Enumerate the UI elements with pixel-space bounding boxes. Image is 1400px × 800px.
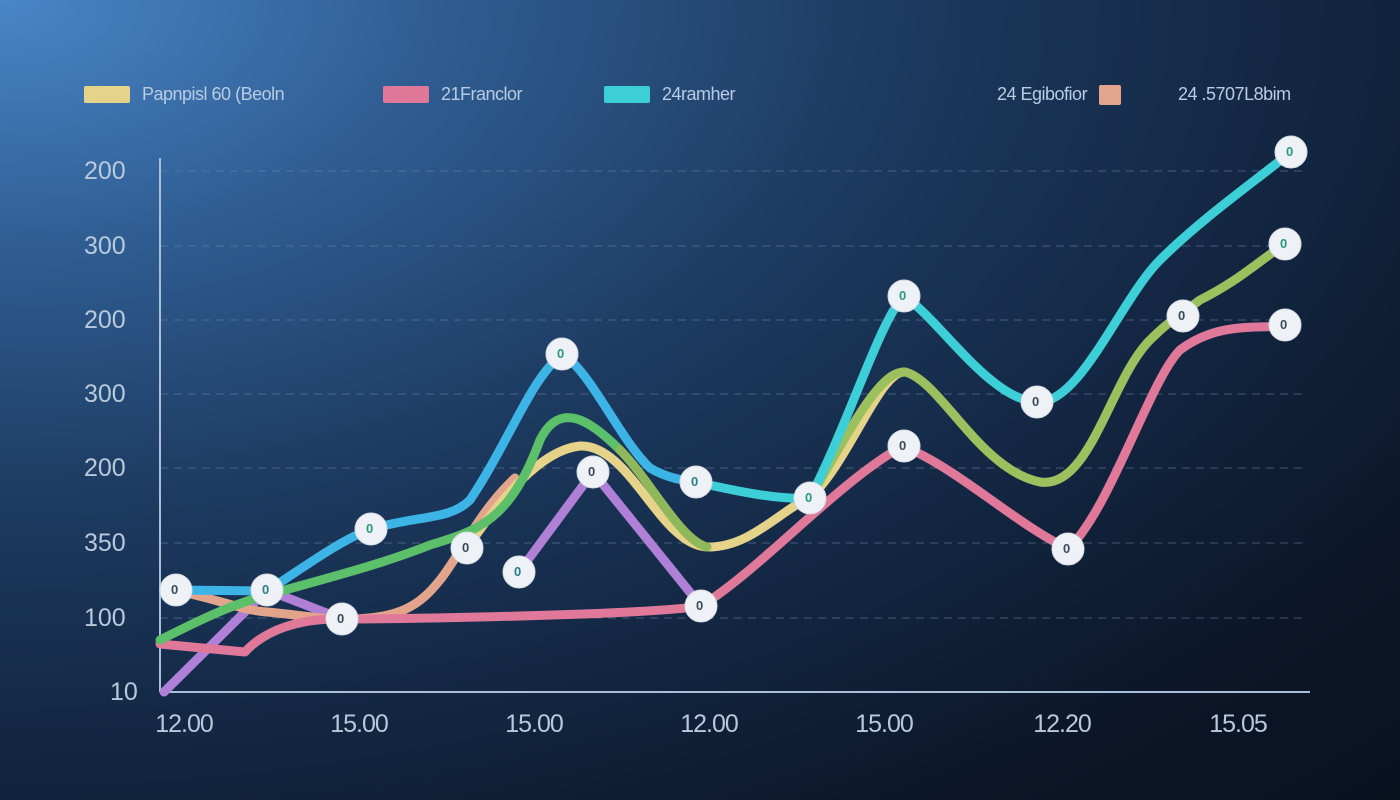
series-pink: [155, 320, 1290, 657]
y-tick-label: 10: [110, 678, 138, 706]
x-tick-label: 12.00: [155, 710, 214, 738]
data-point-marker: [1274, 135, 1308, 169]
data-point-marker: [684, 589, 718, 623]
series-green-2: [615, 445, 712, 552]
y-tick-label: 200: [84, 157, 126, 185]
data-point-marker: [545, 337, 579, 371]
data-point-marker: [450, 531, 484, 565]
legend-item-4[interactable]: 24 Egibofior: [997, 84, 1122, 105]
y-tick-label: 100: [84, 604, 126, 632]
legend-swatch-yellow: [84, 86, 130, 103]
legend-label: 24 .5707L8bim: [1178, 84, 1291, 104]
data-markers: [159, 135, 1308, 636]
legend-label: 24 Egibofior: [997, 84, 1088, 104]
x-tick-label: 15.00: [855, 710, 914, 738]
series-green: [155, 413, 625, 645]
x-tick-label: 12.00: [680, 710, 739, 738]
data-point-marker: [354, 512, 388, 546]
data-point-marker: [1268, 308, 1302, 342]
y-tick-label: 300: [84, 232, 126, 260]
legend-swatch-cyan: [604, 86, 650, 103]
data-point-marker: [1166, 299, 1200, 333]
x-tick-label: 15.00: [330, 710, 389, 738]
legend-item-1[interactable]: Papnpisl 60 (Beoln: [84, 84, 285, 105]
series-purple-mid: [514, 467, 706, 611]
data-point-marker: [250, 573, 284, 607]
data-point-marker: [1268, 227, 1302, 261]
series-olive: [805, 239, 1290, 503]
series-blue: [171, 349, 701, 596]
y-tick-label: 300: [84, 380, 126, 408]
x-tick-label: 15.05: [1209, 710, 1268, 738]
legend-label: Papnpisl 60 (Beoln: [142, 84, 285, 104]
x-tick-label: 12.20: [1033, 710, 1092, 738]
y-tick-label: 200: [84, 306, 126, 334]
data-point-marker: [887, 429, 921, 463]
legend-item-2[interactable]: 21Franclor: [383, 84, 523, 105]
y-tick-label: 350: [84, 529, 126, 557]
data-point-marker: [887, 279, 921, 313]
legend-label: 24ramher: [662, 84, 736, 104]
legend-swatch-pink: [383, 86, 429, 103]
series-cyan: [691, 147, 1296, 503]
y-tick-label: 200: [84, 454, 126, 482]
legend-item-5[interactable]: 24 .5707L8bim: [1178, 84, 1291, 105]
data-point-marker: [679, 465, 713, 499]
data-point-marker: [325, 602, 359, 636]
legend-item-3[interactable]: 24ramher: [604, 84, 736, 105]
data-point-marker: [159, 573, 193, 607]
x-tick-label: 15.00: [505, 710, 564, 738]
legend: Papnpisl 60 (Beoln 21Franclor 24ramher 2…: [0, 84, 1400, 110]
data-point-marker: [1051, 532, 1085, 566]
legend-label: 21Franclor: [441, 84, 523, 104]
data-point-marker: [576, 455, 610, 489]
data-point-marker: [502, 555, 536, 589]
data-point-marker: [1020, 385, 1054, 419]
data-point-marker: [793, 481, 827, 515]
legend-swatch-orange: [1099, 84, 1122, 105]
